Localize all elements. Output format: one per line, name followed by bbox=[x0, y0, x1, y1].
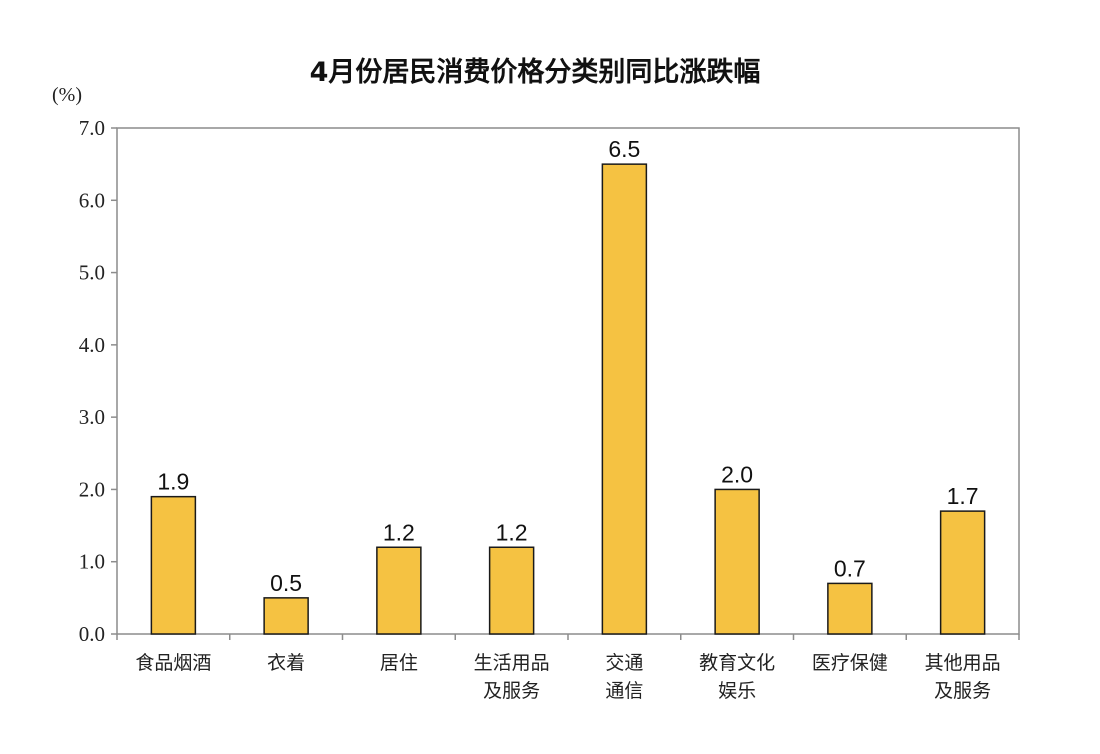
data-label: 1.7 bbox=[947, 483, 979, 509]
data-label: 0.5 bbox=[270, 570, 302, 596]
y-tick-label: 7.0 bbox=[79, 116, 105, 140]
y-tick-label: 0.0 bbox=[79, 622, 105, 646]
y-axis-unit: (%) bbox=[52, 84, 82, 106]
bar bbox=[150, 495, 197, 635]
data-label: 2.0 bbox=[721, 461, 753, 487]
x-tick-label: 生活用品 bbox=[474, 652, 550, 674]
x-tick-label: 通信 bbox=[605, 680, 643, 702]
x-tick-label: 居住 bbox=[380, 652, 418, 674]
data-label: 1.2 bbox=[496, 519, 528, 545]
bar bbox=[939, 510, 986, 635]
bar bbox=[488, 546, 535, 635]
plot-area-frame bbox=[116, 127, 1020, 635]
x-tick-label: 衣着 bbox=[267, 652, 305, 674]
bar bbox=[601, 163, 648, 635]
chart-title: 4月份居民消费价格分类别同比涨跌幅 bbox=[310, 57, 761, 88]
y-tick-label: 2.0 bbox=[79, 477, 105, 501]
x-tick-label: 及服务 bbox=[934, 680, 991, 702]
x-tick-label: 交通 bbox=[605, 652, 643, 674]
y-axis-ticks: 0.0 1.0 2.0 3.0 4.0 5.0 6.0 7.0 bbox=[79, 116, 117, 646]
data-label: 1.2 bbox=[383, 519, 415, 545]
x-tick-label: 医疗保健 bbox=[812, 652, 888, 674]
y-tick-label: 3.0 bbox=[79, 405, 105, 429]
x-tick-label: 娱乐 bbox=[718, 680, 756, 702]
bar-series bbox=[150, 163, 986, 635]
bar bbox=[827, 582, 873, 635]
x-tick-label: 教育文化 bbox=[699, 652, 775, 674]
data-label: 0.7 bbox=[834, 555, 866, 581]
bar bbox=[714, 488, 760, 635]
bar bbox=[376, 546, 422, 635]
bar bbox=[263, 597, 309, 635]
x-tick-label: 及服务 bbox=[483, 680, 540, 702]
y-tick-label: 4.0 bbox=[79, 333, 105, 357]
y-tick-label: 6.0 bbox=[79, 188, 105, 212]
y-tick-label: 1.0 bbox=[79, 550, 105, 574]
x-tick-label: 食品烟酒 bbox=[135, 652, 211, 674]
data-label: 6.5 bbox=[608, 136, 640, 162]
x-tick-label: 其他用品 bbox=[925, 652, 1001, 674]
y-tick-label: 5.0 bbox=[79, 261, 105, 285]
data-labels: 1.9 0.5 1.2 1.2 6.5 2.0 0.7 1.7 bbox=[157, 136, 978, 596]
data-label: 1.9 bbox=[157, 469, 189, 495]
